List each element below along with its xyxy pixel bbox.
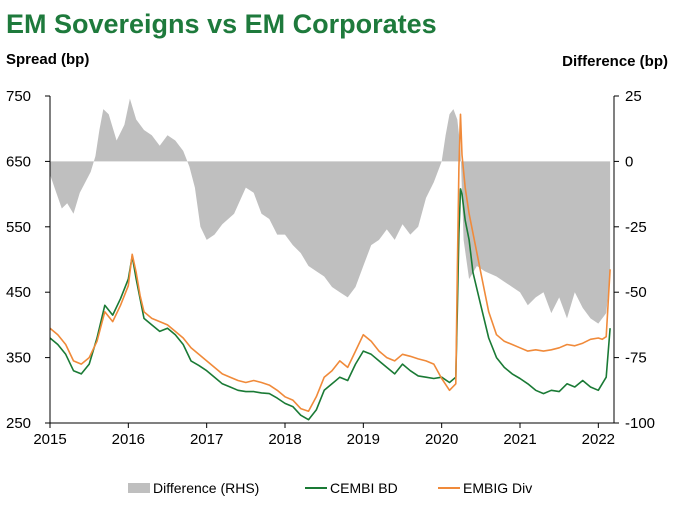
x-tick-label: 2018 <box>268 431 301 448</box>
legend-label: EMBIG Div <box>463 480 532 496</box>
x-tick-label: 2021 <box>503 431 536 448</box>
embig-div-line <box>49 113 611 413</box>
y-tick-label: 250 <box>6 415 31 432</box>
y-tick-label: 450 <box>6 284 31 301</box>
y2-tick-label: -50 <box>625 284 647 301</box>
y-tick-label: 350 <box>6 350 31 367</box>
y2-axis-title: Difference (bp) <box>562 53 668 70</box>
y2-tick-label: -100 <box>625 415 655 432</box>
chart-title: EM Sovereigns vs EM Corporates <box>6 9 437 39</box>
y2-tick-label: 25 <box>625 88 642 105</box>
difference-rhs-area <box>50 98 611 324</box>
x-tick-label: 2015 <box>33 431 66 448</box>
spread-lines-layer <box>49 113 611 421</box>
axes-layer <box>45 95 619 428</box>
x-tick-label: 2016 <box>112 431 145 448</box>
y2-tick-label: 0 <box>625 153 633 170</box>
legend-swatch <box>128 483 150 493</box>
y2-tick-label: -75 <box>625 350 647 367</box>
legend-item-embig-div: EMBIG Div <box>438 480 532 496</box>
difference-area-layer <box>50 98 611 324</box>
legend-label: CEMBI BD <box>330 480 398 496</box>
x-tick-label: 2017 <box>190 431 223 448</box>
x-tick-label: 2022 <box>582 431 615 448</box>
cembi-bd-line <box>49 188 611 421</box>
y2-tick-label: -25 <box>625 219 647 236</box>
legend-label: Difference (RHS) <box>153 480 259 496</box>
y-tick-label: 550 <box>6 219 31 236</box>
x-tick-label: 2019 <box>347 431 380 448</box>
y-axis-title: Spread (bp) <box>6 51 89 68</box>
y-tick-label: 650 <box>6 153 31 170</box>
x-tick-label: 2020 <box>425 431 458 448</box>
tick-labels-layer: 2015 2016 2017 2018 2019 2020 2021 2022 750 650 55… <box>6 88 655 448</box>
legend: Difference (RHS) CEMBI BD EMBIG Div <box>128 480 532 496</box>
legend-item-cembi-bd: CEMBI BD <box>305 480 398 496</box>
legend-item-difference-rhs: Difference (RHS) <box>128 480 259 496</box>
y-tick-label: 750 <box>6 88 31 105</box>
